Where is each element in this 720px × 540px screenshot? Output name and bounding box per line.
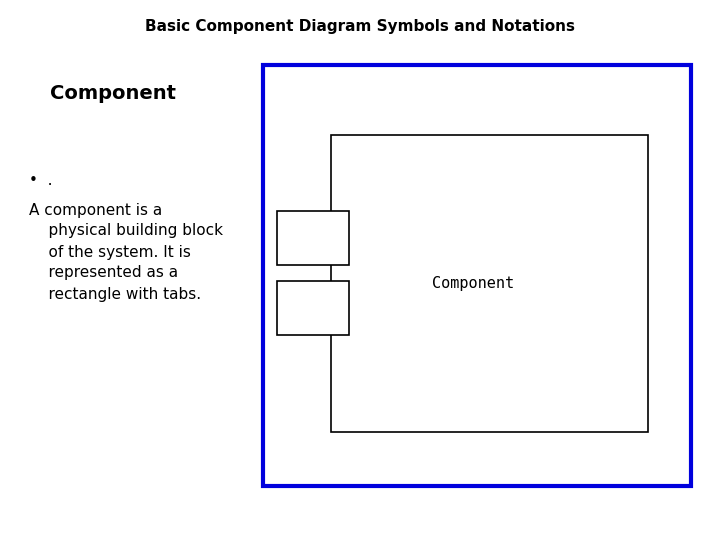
Bar	[263, 65, 691, 486]
Text: •  .: • .	[29, 173, 53, 188]
Text: Component: Component	[432, 276, 514, 291]
Bar	[277, 211, 349, 265]
Bar	[331, 135, 648, 432]
Text: A component is a
    physical building block
    of the system. It is
    repres: A component is a physical building block…	[29, 202, 222, 301]
Text: Component: Component	[50, 84, 176, 103]
Bar	[277, 281, 349, 335]
Text: Basic Component Diagram Symbols and Notations: Basic Component Diagram Symbols and Nota…	[145, 19, 575, 34]
